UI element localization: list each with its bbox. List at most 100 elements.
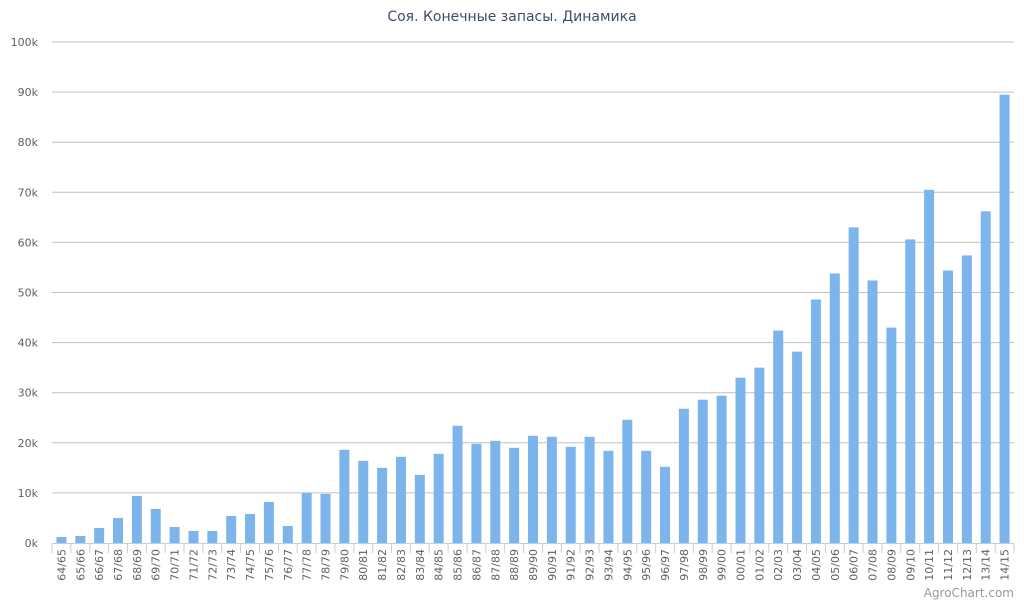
grid xyxy=(52,41,1014,494)
bar-87-88 xyxy=(490,440,501,543)
x-tick-label: 95/96 xyxy=(640,549,653,581)
bar-04-05 xyxy=(810,299,821,543)
y-tick-label: 50k xyxy=(18,287,39,300)
bar-75-76 xyxy=(263,501,274,543)
bar-90-91 xyxy=(546,436,557,543)
bar-79-80 xyxy=(339,449,350,543)
x-tick-label: 88/89 xyxy=(508,549,521,581)
y-tick-label: 90k xyxy=(18,86,39,99)
credit-text[interactable]: AgroChart.com xyxy=(924,586,1014,600)
x-tick-label: 77/78 xyxy=(301,549,314,581)
bar-78-79 xyxy=(320,493,331,543)
x-tick-label: 93/94 xyxy=(602,549,615,581)
x-tick-label: 14/15 xyxy=(999,549,1012,581)
x-tick-label: 91/92 xyxy=(565,549,578,581)
bar-69-70 xyxy=(150,508,161,543)
x-tick-label: 05/06 xyxy=(829,549,842,581)
x-tick-label: 79/80 xyxy=(338,549,351,581)
x-tick-label: 02/03 xyxy=(772,549,785,581)
x-tick-label: 73/74 xyxy=(225,549,238,581)
x-tick-label: 83/84 xyxy=(414,549,427,581)
x-tick-label: 94/95 xyxy=(621,549,634,581)
x-tick-label: 66/67 xyxy=(93,549,106,581)
y-tick-label: 80k xyxy=(18,136,39,149)
x-tick-label: 75/76 xyxy=(263,549,276,581)
x-tick-label: 74/75 xyxy=(244,549,257,581)
bar-89-90 xyxy=(528,435,538,543)
x-tick-label: 71/72 xyxy=(187,549,200,581)
bar-74-75 xyxy=(245,513,256,543)
y-tick-label: 100k xyxy=(11,36,39,49)
y-tick-label: 40k xyxy=(18,337,39,350)
bar-12-13 xyxy=(961,255,972,543)
x-tick-label: 00/01 xyxy=(734,549,747,581)
bar-00-01 xyxy=(735,377,746,543)
bar-97-98 xyxy=(678,408,689,543)
bar-07-08 xyxy=(867,280,878,543)
bar-14-15 xyxy=(999,94,1010,543)
x-tick-label: 98/99 xyxy=(697,549,710,581)
bar-64-65 xyxy=(56,536,67,543)
bar-86-87 xyxy=(471,443,482,543)
x-tick-label: 64/65 xyxy=(55,549,68,581)
x-tick-label: 12/13 xyxy=(961,549,974,581)
y-axis: 0k 10k 20k 30k 40k 50k 60k 70k 80k 90k 100k xyxy=(11,36,39,550)
x-tick-label: 03/04 xyxy=(791,549,804,581)
x-tick-label: 72/73 xyxy=(206,549,219,581)
x-tick-label: 97/98 xyxy=(678,549,691,581)
bar-95-96 xyxy=(641,450,652,543)
bar-10-11 xyxy=(924,189,935,544)
x-tick-label: 96/97 xyxy=(659,549,672,581)
y-tick-label: 70k xyxy=(18,186,39,199)
bar-80-81 xyxy=(358,460,369,543)
bar-70-71 xyxy=(169,526,180,543)
bar-65-66 xyxy=(75,535,86,543)
bar-76-77 xyxy=(282,525,293,543)
bar-99-00 xyxy=(716,395,727,543)
chart-title: Соя. Конечные запасы. Динамика xyxy=(387,9,636,25)
y-tick-label: 20k xyxy=(18,437,39,450)
x-tick-label: 87/88 xyxy=(489,549,502,581)
bar-68-69 xyxy=(131,495,142,543)
bar-81-82 xyxy=(377,467,388,543)
x-tick-label: 90/91 xyxy=(546,549,559,581)
x-tick-label: 70/71 xyxy=(169,549,182,581)
bar-85-86 xyxy=(452,425,463,543)
x-tick-label: 80/81 xyxy=(357,549,370,581)
x-tick-label: 68/69 xyxy=(131,549,144,581)
bar-09-10 xyxy=(905,239,916,544)
x-tick-label: 78/79 xyxy=(320,549,333,581)
x-tick-label: 06/07 xyxy=(848,549,861,581)
x-tick-label: 92/93 xyxy=(584,549,597,581)
bar-91-92 xyxy=(565,446,576,543)
bar-96-97 xyxy=(660,466,671,543)
bar-13-14 xyxy=(980,211,991,543)
bar-72-73 xyxy=(207,530,218,543)
x-tick-label: 81/82 xyxy=(376,549,389,581)
bar-06-07 xyxy=(848,227,859,543)
x-tick-label: 76/77 xyxy=(282,549,295,581)
y-tick-label: 60k xyxy=(18,236,39,249)
x-tick-label: 07/08 xyxy=(867,549,880,581)
bar-83-84 xyxy=(414,474,425,543)
bar-88-89 xyxy=(509,447,520,543)
bar-02-03 xyxy=(773,330,784,543)
bar-66-67 xyxy=(94,527,105,543)
x-tick-label: 04/05 xyxy=(810,549,823,581)
bar-82-83 xyxy=(395,456,406,543)
bar-77-78 xyxy=(301,492,312,543)
bars xyxy=(56,94,1010,544)
bar-92-93 xyxy=(584,436,595,543)
x-tick-label: 67/68 xyxy=(112,549,125,581)
x-tick-label: 09/10 xyxy=(904,549,917,581)
bar-73-74 xyxy=(226,515,237,543)
x-tick-label: 10/11 xyxy=(923,549,936,581)
bar-84-85 xyxy=(433,453,444,543)
bar-94-95 xyxy=(622,419,633,543)
bar-93-94 xyxy=(603,450,614,543)
x-tick-label: 13/14 xyxy=(980,549,993,581)
x-tick-label: 08/09 xyxy=(885,549,898,581)
bar-11-12 xyxy=(942,270,953,543)
bar-05-06 xyxy=(829,273,840,543)
